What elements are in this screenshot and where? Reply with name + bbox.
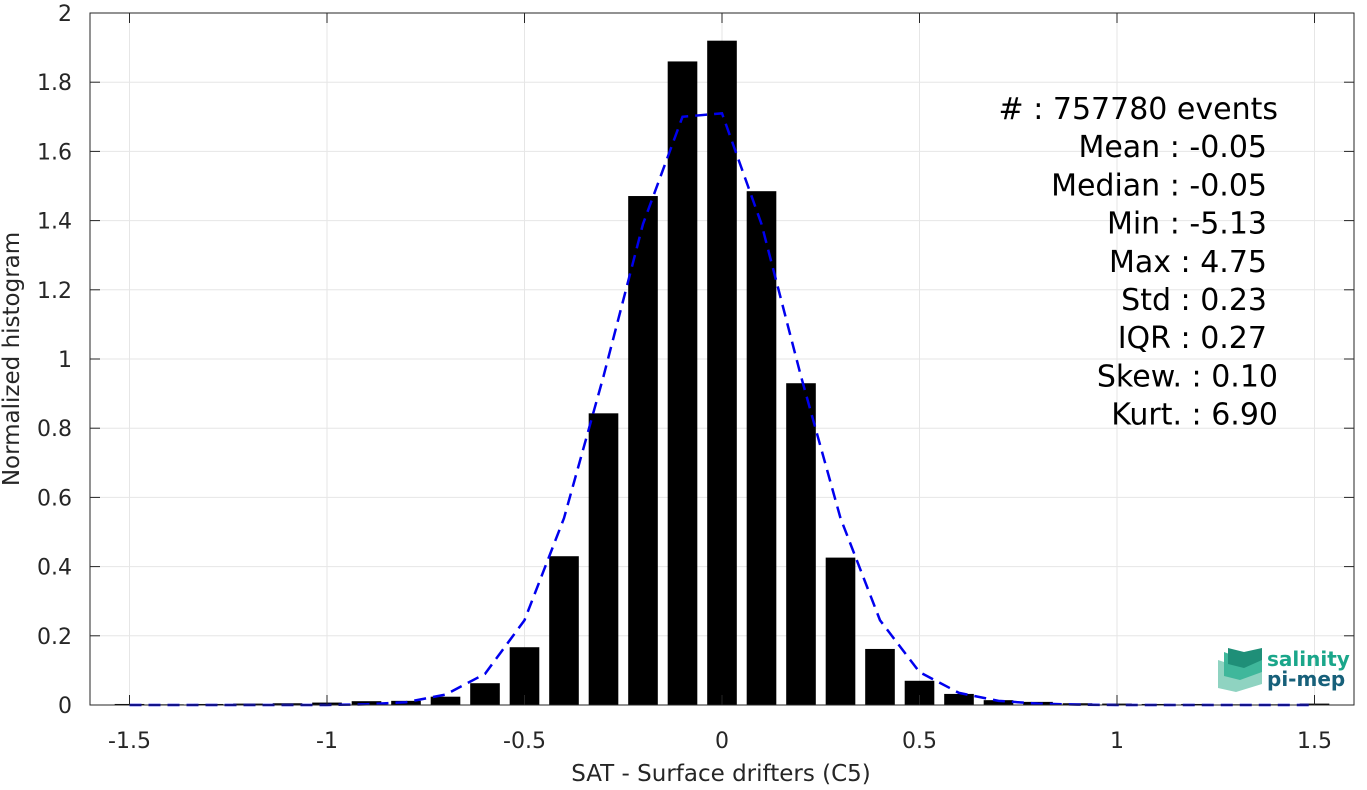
x-tick-label: -1 (316, 729, 338, 754)
histogram-bar (944, 693, 974, 705)
x-tick-label: 0 (715, 729, 729, 754)
y-tick-label: 1.4 (37, 210, 72, 235)
x-tick-label: -1.5 (108, 729, 151, 754)
stats-line: # : 757780 events (999, 92, 1278, 127)
y-tick-label: 0.6 (37, 486, 72, 511)
y-axis-label: Normalized histogram (0, 232, 25, 486)
logo-line1: salinity (1267, 647, 1350, 671)
x-tick-label: 1 (1110, 729, 1124, 754)
x-tick-labels: -1.5 -1 -0.5 0 0.5 1 1.5 (108, 729, 1332, 754)
histogram-bar (470, 683, 500, 705)
stats-line: Min : -5.13 (1107, 207, 1267, 242)
salinity-pi-mep-logo: salinity pi-mep (1218, 647, 1350, 692)
y-tick-label: 1.2 (37, 279, 72, 304)
stats-line: Mean : -0.05 (1078, 130, 1267, 165)
bar-series (114, 40, 1330, 706)
histogram-bar (865, 648, 895, 705)
histogram-bar (786, 383, 816, 705)
stats-line: Kurt. : 6.90 (1111, 398, 1278, 433)
y-tick-label: 0.8 (37, 417, 72, 442)
histogram-bar (628, 196, 658, 705)
y-tick-label: 2 (58, 2, 72, 27)
histogram-bar (667, 61, 698, 705)
histogram-bar (588, 413, 619, 705)
x-tick-label: 1.5 (1297, 729, 1332, 754)
stats-line: Max : 4.75 (1109, 245, 1267, 280)
y-tick-label: 0 (58, 694, 72, 719)
stats-line: IQR : 0.27 (1118, 321, 1267, 356)
histogram-bar (707, 40, 737, 706)
x-tick-label: -0.5 (503, 729, 546, 754)
y-tick-label: 0.2 (37, 625, 72, 650)
x-axis-label: SAT - Surface drifters (C5) (571, 761, 871, 785)
axes (89, 12, 1355, 706)
histogram-bar (549, 556, 579, 705)
histogram-bar (825, 557, 856, 705)
histogram-bar (430, 696, 461, 705)
y-tick-labels: 0 0.2 0.4 0.6 0.8 1 1.2 1.4 1.6 1.8 2 (37, 2, 72, 719)
y-tick-label: 1 (58, 348, 72, 373)
logo-mark-icon (1218, 648, 1262, 692)
histogram-bar (1181, 703, 1211, 705)
x-tick-label: 0.5 (902, 729, 937, 754)
histogram-bar (746, 191, 777, 705)
y-tick-label: 0.4 (37, 556, 72, 581)
logo-line2: pi-mep (1267, 667, 1345, 691)
stats-line: Skew. : 0.10 (1097, 359, 1278, 394)
stats-line: Std : 0.23 (1121, 283, 1267, 318)
stats-line: Median : -0.05 (1051, 168, 1267, 203)
histogram-bar (983, 700, 1014, 705)
y-tick-label: 1.6 (37, 140, 72, 165)
y-tick-label: 1.8 (37, 71, 72, 96)
